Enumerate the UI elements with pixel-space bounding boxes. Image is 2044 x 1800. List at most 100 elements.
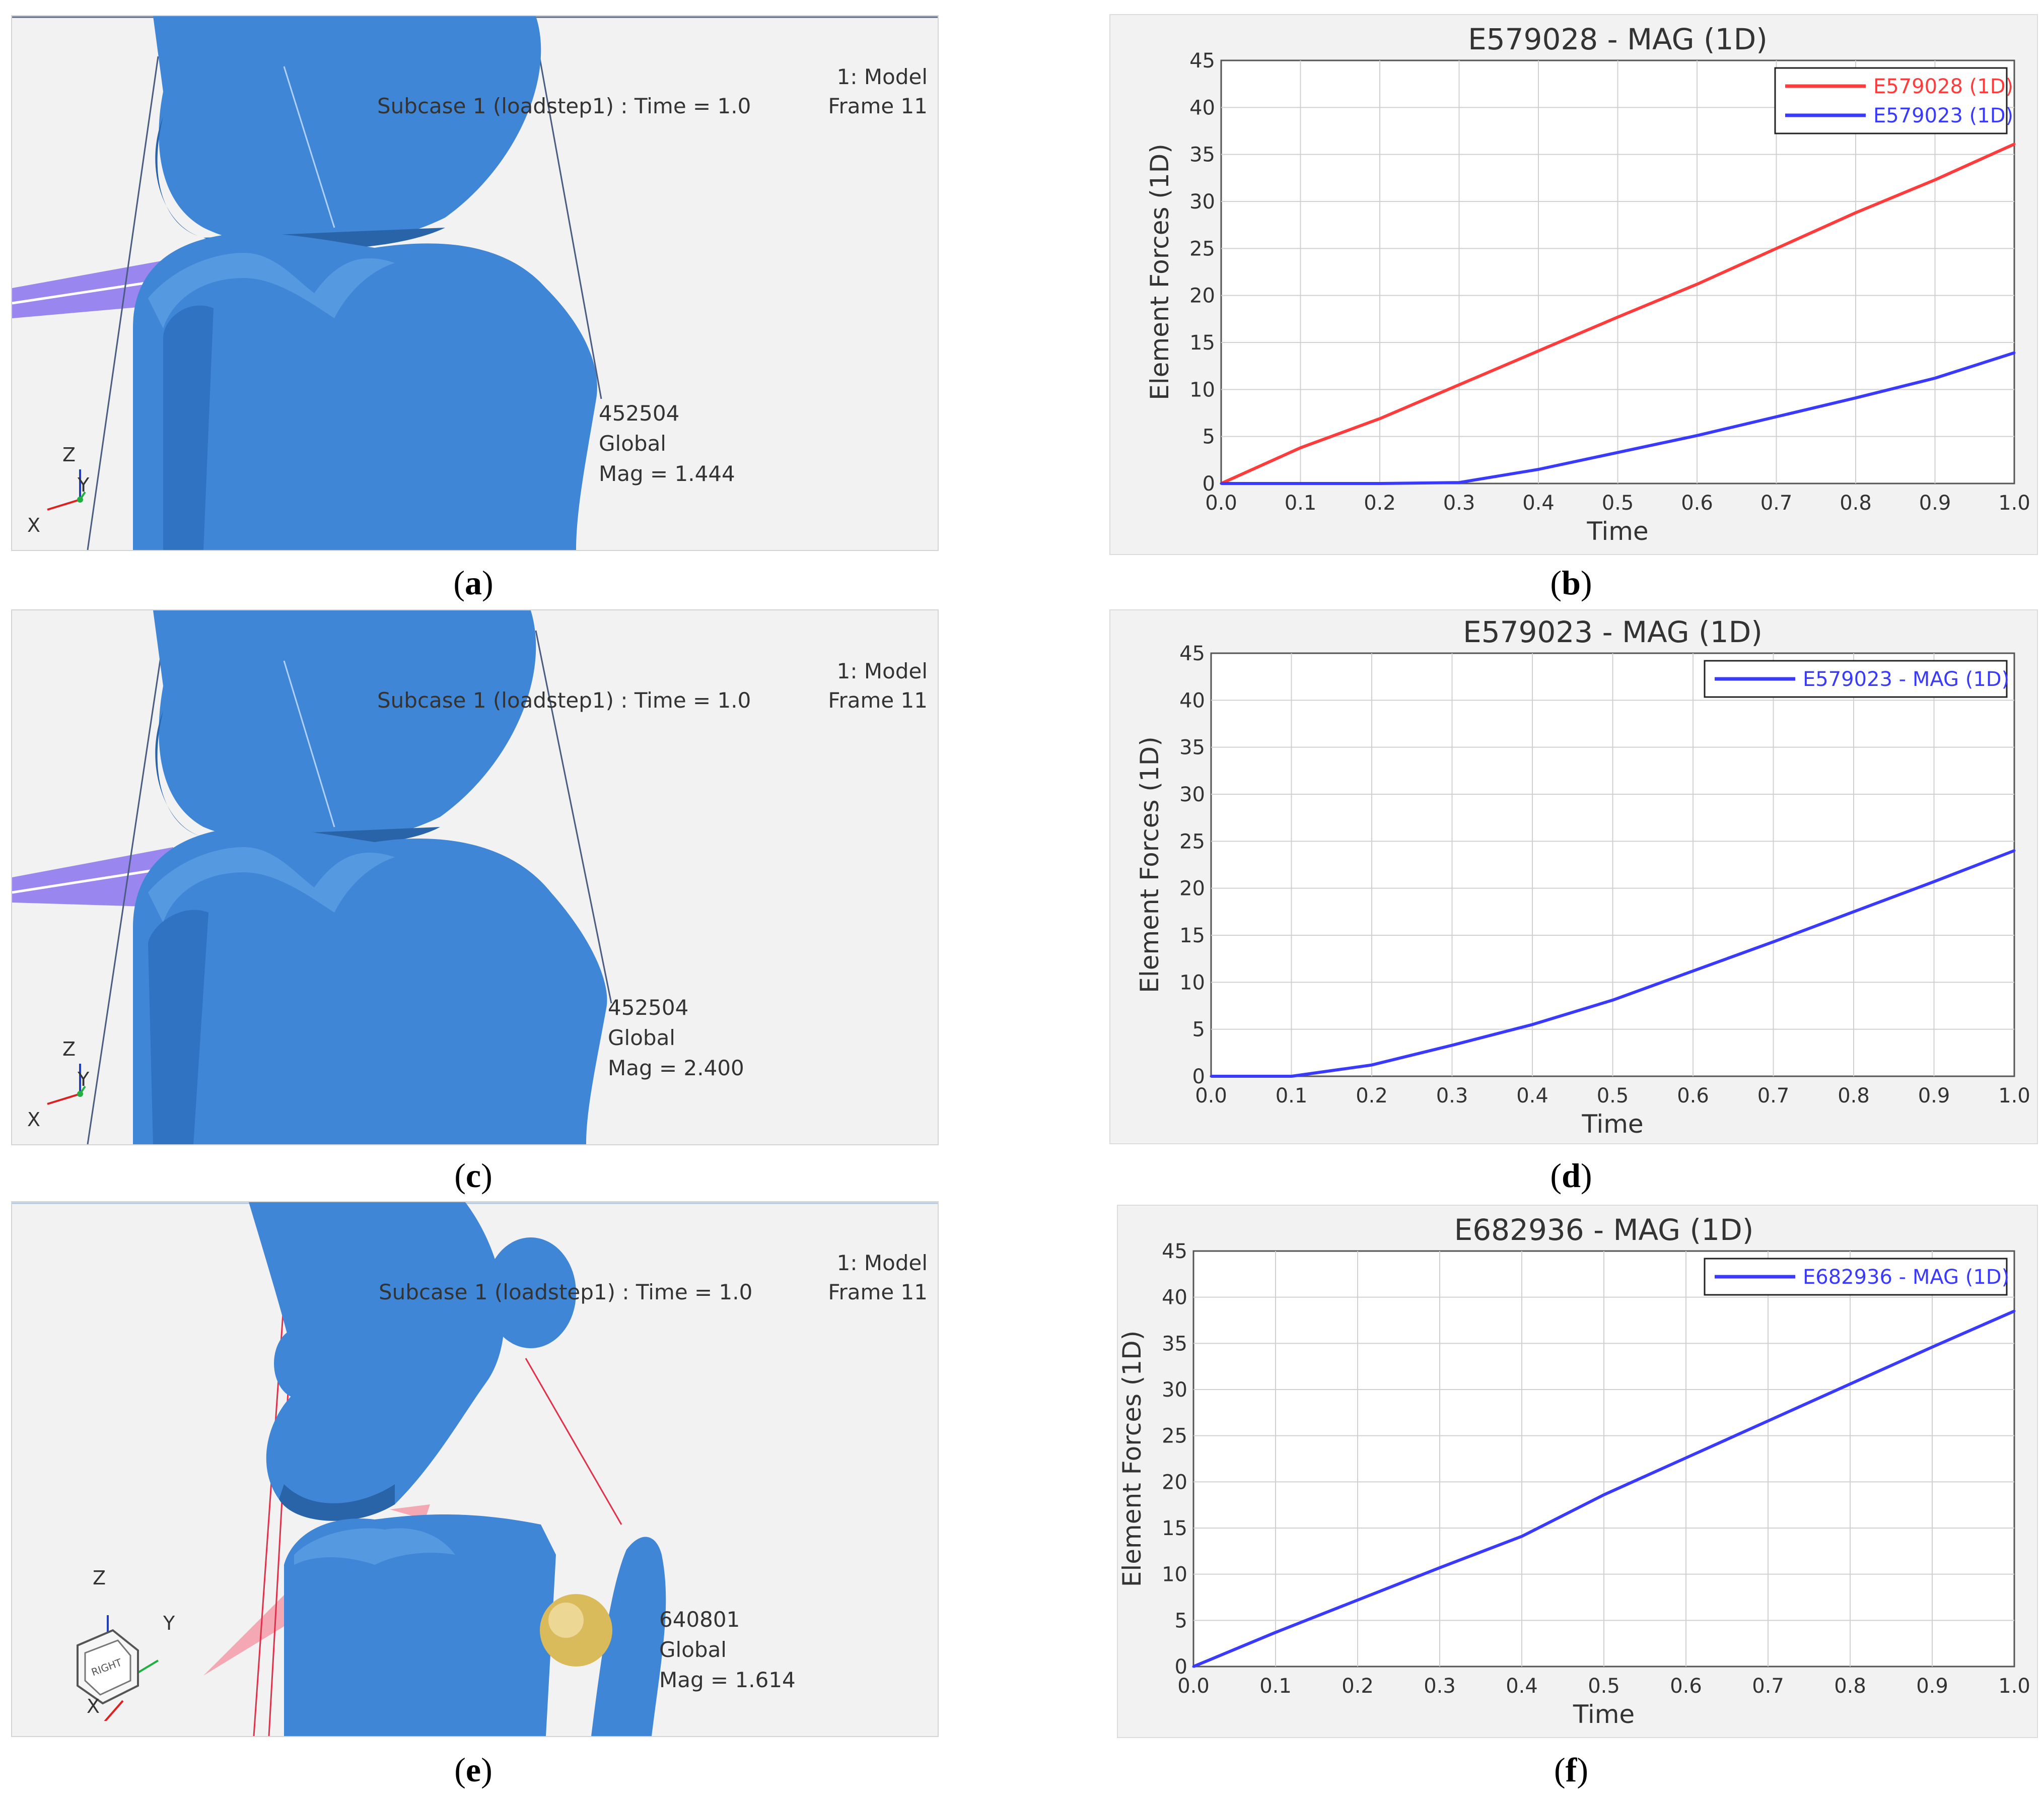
data-point [1370, 1064, 1373, 1067]
model-label: 1: Model [836, 64, 928, 89]
x-tick-label: 0.8 [1834, 1675, 1866, 1698]
x-tick-label: 1.0 [1998, 492, 2030, 515]
data-point [1696, 283, 1699, 286]
data-point [1616, 316, 1619, 319]
model-label: 1: Model [836, 659, 928, 683]
caption-d: (d) [1550, 1156, 1592, 1195]
axis-triad [47, 1064, 86, 1105]
x-tick-label: 0.6 [1681, 492, 1713, 515]
y-tick-label: 30 [1162, 1378, 1187, 1402]
x-tick-label: 1.0 [1998, 1084, 2030, 1107]
x-tick-label: 0.4 [1506, 1675, 1538, 1698]
x-axis-label: Time [1581, 1110, 1643, 1139]
data-point [1299, 446, 1302, 449]
node-id-label: 452504 [599, 401, 680, 426]
data-point [1210, 1075, 1213, 1078]
view-cube-icon[interactable]: RIGHT [57, 1605, 168, 1721]
viewport-a: 1: Model Frame 11 Subcase 1 (loadstep1) … [11, 15, 939, 551]
data-point [1931, 1346, 1934, 1349]
axis-triad [47, 469, 86, 511]
data-point [1767, 1419, 1770, 1422]
chart-panel-d: 0.0 0.1 0.2 0.3 0.4 0.5 0.6 0.7 0.8 0.9 1.0 0 5 10 15 2… [1109, 609, 2038, 1144]
y-tick-label: 25 [1179, 830, 1205, 853]
y-tick-label: 20 [1162, 1471, 1187, 1494]
subcase-label: Subcase 1 (loadstep1) : Time = 1.0 [379, 1280, 753, 1304]
x-tick-label: 0.8 [1838, 1084, 1870, 1107]
x-tick-label: 0.9 [1916, 1675, 1948, 1698]
y-axis-label: Element Forces (1D) [1135, 736, 1164, 993]
y-tick-label: 15 [1179, 924, 1205, 947]
x-tick-label: 0.2 [1342, 1675, 1374, 1698]
data-point [1691, 970, 1695, 973]
data-point [1537, 468, 1540, 471]
node-id-label: 452504 [608, 995, 689, 1020]
data-point [1192, 1665, 1195, 1668]
data-point [1220, 482, 1223, 485]
y-tick-label: 45 [1179, 642, 1205, 665]
y-tick-label: 40 [1179, 689, 1205, 712]
node-magnitude-label: Mag = 1.444 [599, 461, 735, 486]
x-tick-label: 0.7 [1760, 492, 1793, 515]
y-tick-label: 40 [1189, 96, 1215, 119]
data-point [1684, 1457, 1687, 1460]
legend-label: E579023 - MAG (1D) [1803, 668, 2009, 691]
data-point [1934, 377, 1936, 380]
chart-panel-f: 0.0 0.1 0.2 0.3 0.4 0.5 0.6 0.7 0.8 0.9 1.0 0 5 10 15 2… [1117, 1205, 2038, 1738]
x-tick-label: 0.2 [1364, 492, 1396, 515]
y-tick-label: 15 [1162, 1517, 1187, 1540]
y-tick-label: 0 [1175, 1655, 1187, 1679]
axis-z-label: Z [62, 1038, 76, 1060]
data-point [1531, 1023, 1534, 1026]
node-magnitude-label: Mag = 1.614 [659, 1668, 796, 1692]
x-tick-label: 0.9 [1918, 1084, 1950, 1107]
data-point [1458, 481, 1460, 484]
y-axis-label: Element Forces (1D) [1118, 1331, 1147, 1587]
x-tick-label: 0.1 [1276, 1084, 1308, 1107]
data-point [1616, 451, 1619, 454]
knee-model-a [12, 16, 938, 550]
legend-box [1774, 67, 2008, 134]
x-tick-label: 0.3 [1424, 1675, 1456, 1698]
model-label: 1: Model [836, 1251, 928, 1275]
x-tick-label: 0.3 [1443, 492, 1475, 515]
data-point [1290, 1075, 1293, 1078]
y-tick-label: 5 [1203, 426, 1215, 449]
y-tick-label: 35 [1189, 144, 1215, 167]
y-tick-label: 30 [1189, 190, 1215, 214]
x-tick-label: 0.2 [1356, 1084, 1388, 1107]
x-axis-label: Time [1573, 1700, 1635, 1729]
caption-b: (b) [1550, 564, 1592, 602]
frame-label: Frame 11 [828, 688, 928, 713]
x-tick-label: 0.6 [1677, 1084, 1709, 1107]
data-point [1852, 910, 1855, 913]
data-point [1451, 1044, 1453, 1047]
data-point [1854, 211, 1857, 214]
chart-title: E579023 - MAG (1D) [1463, 615, 1763, 649]
knee-model-e [12, 1202, 938, 1736]
y-tick-label: 15 [1189, 331, 1215, 355]
x-tick-label: 0.1 [1259, 1675, 1292, 1698]
subcase-label: Subcase 1 (loadstep1) : Time = 1.0 [377, 94, 751, 118]
data-point [1458, 383, 1460, 386]
axis-y-label: Y [78, 474, 90, 496]
x-tick-label: 0.6 [1670, 1675, 1702, 1698]
data-point [1934, 178, 1936, 181]
chart-title: E682936 - MAG (1D) [1454, 1213, 1754, 1247]
y-tick-label: 35 [1179, 736, 1205, 759]
x-tick-label: 0.0 [1205, 492, 1237, 515]
axis-z-label: Z [93, 1567, 106, 1589]
x-tick-label: 0.7 [1757, 1084, 1790, 1107]
data-point [1602, 1493, 1605, 1496]
data-point [1378, 417, 1381, 420]
axis-y-label: Y [78, 1068, 90, 1090]
caption-e: (e) [454, 1751, 492, 1789]
data-point [1775, 247, 1778, 250]
data-point [2013, 849, 2016, 852]
viewport-c: 1: Model Frame 11 Subcase 1 (loadstep1) … [11, 609, 939, 1145]
caption-f: (f) [1554, 1751, 1588, 1789]
y-tick-label: 20 [1189, 285, 1215, 308]
legend-label: E579028 (1D) [1873, 75, 2013, 98]
x-tick-label: 0.4 [1522, 492, 1555, 515]
x-tick-label: 0.8 [1840, 492, 1872, 515]
caption-a: (a) [453, 564, 494, 602]
